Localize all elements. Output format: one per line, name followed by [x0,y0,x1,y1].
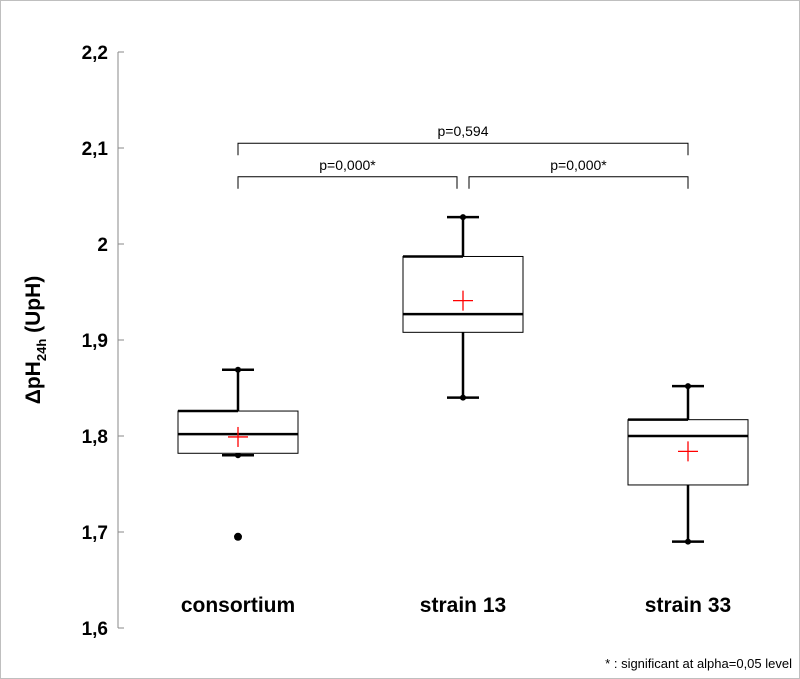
y-tick-label: 1,8 [82,427,108,448]
min-point [685,538,691,545]
category-label: strain 13 [420,594,506,617]
iqr-box [402,255,524,333]
box-2: strain 33 [627,383,749,617]
y-tick-label: 2,1 [82,139,109,160]
comparison-bracket-1: p=0,000* [468,157,689,189]
category-label: consortium [181,594,295,617]
box-0: consortium [177,366,299,617]
p-value-label: p=0,000* [550,157,607,173]
y-tick-label: 1,9 [82,331,108,352]
y-axis-label-sub: 24h [34,339,49,361]
p-value-label: p=0,594 [438,123,489,139]
footnote: * : significant at alpha=0,05 level [605,656,792,671]
comparison-bracket-0: p=0,000* [237,157,458,189]
bracket-line [468,176,689,189]
bracket-line [237,176,458,189]
y-tick-label: 1,7 [82,523,108,544]
max-point [685,383,691,390]
max-point [235,366,241,373]
iqr-box [627,419,749,486]
y-tick-label: 2,2 [82,43,108,64]
bracket-line [237,142,689,156]
box-1: strain 13 [402,214,524,617]
outlier-point [234,532,242,541]
p-value-label: p=0,000* [319,157,376,173]
plot-area: consortium strain 13 strain 33 p=0,000* p=0,… [177,123,749,617]
y-axis-label-main: ΔpH [22,361,45,404]
y-axis-label: ΔpH24h (UpH) [22,276,49,404]
y-axis-label-unit: (UpH) [22,276,45,339]
y-tick-label: 1,6 [82,619,108,640]
min-point [460,394,466,401]
max-point [460,214,466,221]
comparison-bracket-2: p=0,594 [237,123,689,156]
category-label: strain 33 [645,594,731,617]
y-tick-label: 2 [97,235,108,256]
y-axis: 1,6 1,7 1,8 1,9 2 2,1 2,2 [82,43,124,640]
